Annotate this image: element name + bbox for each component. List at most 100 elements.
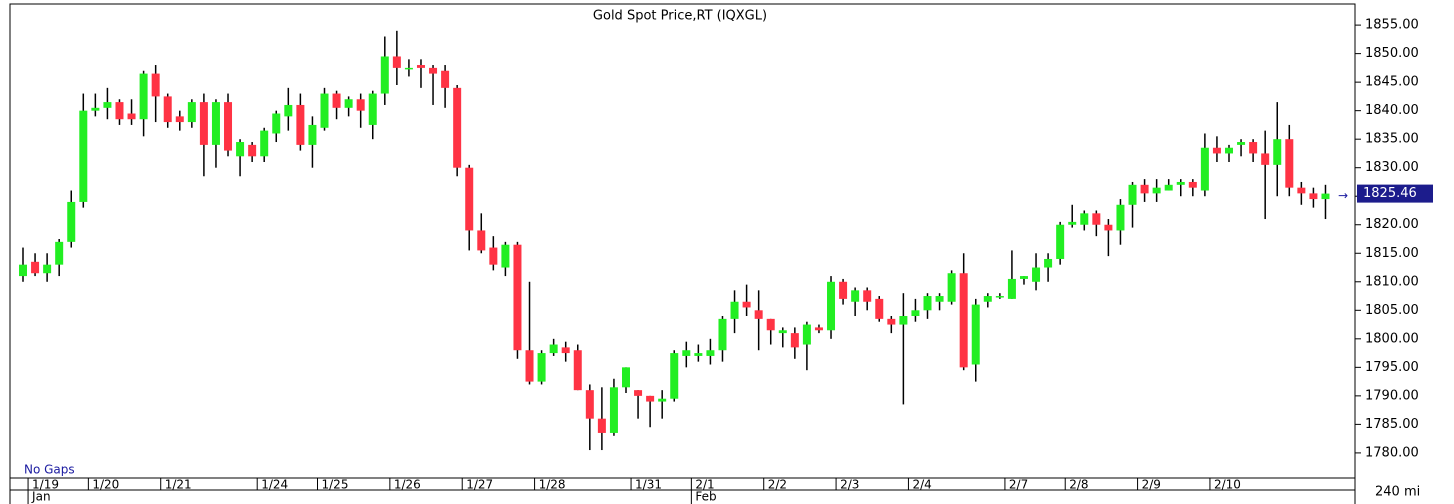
candle-body (489, 247, 498, 265)
candle-body (1285, 139, 1294, 188)
candle-body (694, 353, 703, 356)
x-tick-label: 1/28 (539, 478, 566, 492)
price-arrow: → (1338, 189, 1348, 203)
candle-body (1068, 221, 1077, 225)
candle-body (513, 244, 522, 351)
candle-body (404, 67, 413, 70)
month-label: Jan (31, 490, 51, 504)
candle-body (670, 353, 679, 399)
candle-body (802, 324, 811, 345)
candle-body (561, 347, 570, 354)
candle-body (187, 102, 196, 123)
candle-body (356, 99, 365, 111)
candle-body (199, 102, 208, 145)
gap-note: No Gaps (24, 463, 75, 477)
last-price-box (1357, 184, 1433, 203)
candle-body (332, 93, 341, 108)
x-tick-label: 1/24 (261, 478, 288, 492)
candle-body (1225, 147, 1233, 154)
x-tick-label: 2/7 (1009, 478, 1028, 492)
candle-body (139, 73, 148, 120)
y-tick-label: 1855.00 (1365, 18, 1419, 33)
y-tick-label: 1815.00 (1365, 246, 1419, 261)
candle-body (959, 273, 968, 368)
x-tick-label: 1/21 (165, 478, 192, 492)
candle-body (1056, 224, 1065, 259)
y-tick-label: 1850.00 (1365, 46, 1419, 61)
candle-body (1273, 139, 1282, 165)
candle-body (368, 93, 377, 125)
x-tick-label: 2/8 (1069, 478, 1088, 492)
x-tick-label: 1/31 (635, 478, 662, 492)
candle-body (67, 201, 76, 242)
candle-body (248, 144, 257, 157)
candle-body (718, 318, 727, 351)
candle-body (899, 316, 908, 325)
candle-body (814, 327, 823, 331)
candle-body (320, 93, 329, 128)
candle-body (754, 310, 763, 319)
candle-body (272, 113, 281, 134)
candle-body (19, 264, 27, 277)
candle-body (296, 104, 305, 145)
candle-body (416, 65, 425, 68)
candle-body (308, 124, 317, 145)
candle-body (1200, 147, 1209, 191)
candle-body (1212, 147, 1221, 154)
candle-body (91, 107, 100, 111)
x-tick-label: 2/4 (912, 478, 931, 492)
candle-body (1032, 267, 1041, 282)
candle-body (236, 142, 245, 157)
candle-body (609, 387, 618, 433)
y-tick-label: 1800.00 (1365, 331, 1419, 346)
candle-body (935, 296, 944, 302)
candle-body (501, 244, 510, 268)
candle-body (392, 56, 401, 68)
candle-body (706, 350, 715, 356)
candle-body (429, 67, 438, 74)
x-tick-label: 2/2 (768, 478, 787, 492)
candle-body (115, 102, 124, 120)
candle-body (827, 281, 836, 331)
candle-body (537, 353, 546, 382)
x-tick-label: 2/1 (695, 478, 714, 492)
candle-body (634, 390, 643, 396)
candle-body (1044, 258, 1053, 268)
candle-body (1309, 193, 1318, 200)
candle-body (1140, 184, 1149, 194)
candle-body (1237, 142, 1246, 145)
candle-body (730, 301, 739, 319)
month-label: Feb (695, 490, 716, 504)
candle-body (211, 102, 220, 145)
candle-body (971, 304, 980, 365)
candle-body (983, 296, 992, 302)
candle-body (31, 261, 40, 274)
candle-body (441, 70, 450, 88)
candle-body (1176, 181, 1185, 185)
x-tick-label: 2/10 (1214, 478, 1241, 492)
y-tick-label: 1805.00 (1365, 303, 1419, 318)
candle-body (1297, 187, 1306, 194)
x-tick-label: 1/27 (466, 478, 493, 492)
candle-body (863, 290, 872, 302)
x-tick-label: 1/20 (92, 478, 119, 492)
candle-body (766, 318, 775, 331)
candle-body (175, 116, 184, 123)
candle-body (103, 102, 112, 108)
x-tick-label: 2/3 (840, 478, 859, 492)
x-tick-label: 1/25 (322, 478, 349, 492)
candle-body (344, 99, 353, 108)
chart-title: Gold Spot Price,RT (IQXGL) (593, 9, 767, 24)
candle-body (622, 367, 630, 388)
candle-body (127, 113, 136, 120)
candle-body (658, 398, 667, 402)
y-tick-label: 1810.00 (1365, 274, 1419, 289)
candle-body (1116, 204, 1125, 231)
x-tick-label: 2/9 (1142, 478, 1161, 492)
candle-body (465, 167, 474, 231)
candle-body (525, 350, 534, 382)
plot-frame (9, 3, 1356, 479)
candle-body (1152, 187, 1161, 194)
candle-body (875, 298, 884, 319)
candle-body (790, 333, 799, 348)
